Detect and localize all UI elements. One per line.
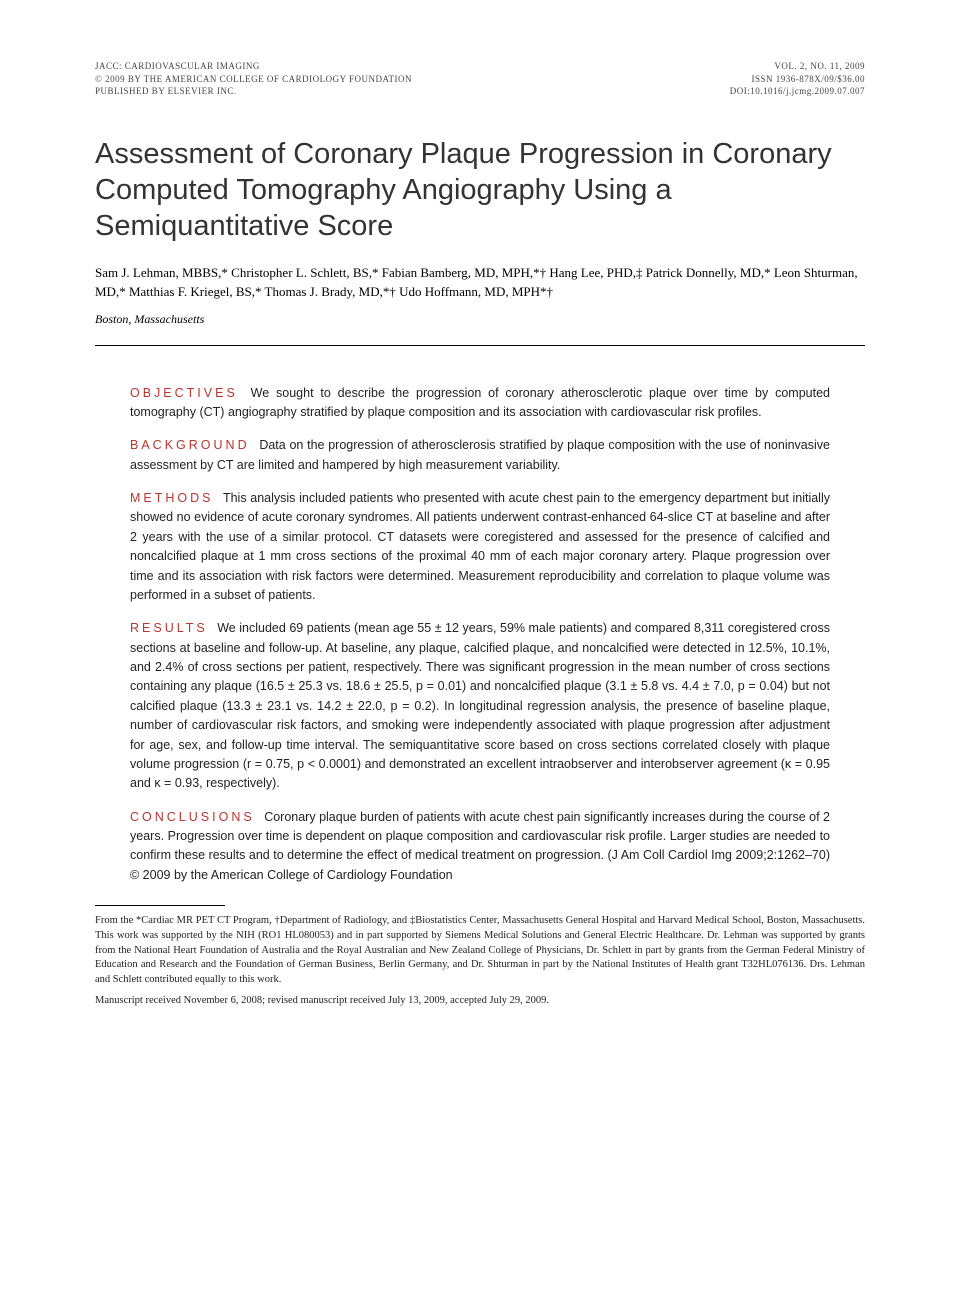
header-left: JACC: CARDIOVASCULAR IMAGING © 2009 BY T… — [95, 60, 412, 98]
abstract-objectives: OBJECTIVES We sought to describe the pro… — [130, 384, 830, 423]
footnote-block: From the *Cardiac MR PET CT Program, †De… — [95, 914, 865, 1008]
methods-text: This analysis included patients who pres… — [130, 491, 830, 602]
volume-issue: VOL. 2, NO. 11, 2009 — [730, 60, 865, 73]
affiliations-text: From the *Cardiac MR PET CT Program, †De… — [95, 914, 865, 987]
author-location: Boston, Massachusetts — [95, 312, 865, 327]
article-title: Assessment of Coronary Plaque Progressio… — [95, 136, 865, 245]
abstract-conclusions: CONCLUSIONS Coronary plaque burden of pa… — [130, 808, 830, 886]
manuscript-dates: Manuscript received November 6, 2008; re… — [95, 994, 865, 1009]
conclusions-label: CONCLUSIONS — [130, 810, 255, 824]
doi-line: DOI:10.1016/j.jcmg.2009.07.007 — [730, 85, 865, 98]
results-text: We included 69 patients (mean age 55 ± 1… — [130, 621, 830, 790]
footnote-rule — [95, 905, 225, 906]
title-rule — [95, 345, 865, 346]
results-label: RESULTS — [130, 621, 208, 635]
abstract-background: BACKGROUND Data on the progression of at… — [130, 436, 830, 475]
journal-header: JACC: CARDIOVASCULAR IMAGING © 2009 BY T… — [95, 60, 865, 98]
journal-name: JACC: CARDIOVASCULAR IMAGING — [95, 60, 412, 73]
copyright-line: © 2009 BY THE AMERICAN COLLEGE OF CARDIO… — [95, 73, 412, 86]
abstract-results: RESULTS We included 69 patients (mean ag… — [130, 619, 830, 793]
abstract-methods: METHODS This analysis included patients … — [130, 489, 830, 605]
abstract-block: OBJECTIVES We sought to describe the pro… — [95, 384, 865, 886]
objectives-label: OBJECTIVES — [130, 386, 238, 400]
methods-label: METHODS — [130, 491, 214, 505]
publisher-line: PUBLISHED BY ELSEVIER INC. — [95, 85, 412, 98]
issn-line: ISSN 1936-878X/09/$36.00 — [730, 73, 865, 86]
header-right: VOL. 2, NO. 11, 2009 ISSN 1936-878X/09/$… — [730, 60, 865, 98]
background-label: BACKGROUND — [130, 438, 250, 452]
author-list: Sam J. Lehman, MBBS,* Christopher L. Sch… — [95, 263, 865, 302]
